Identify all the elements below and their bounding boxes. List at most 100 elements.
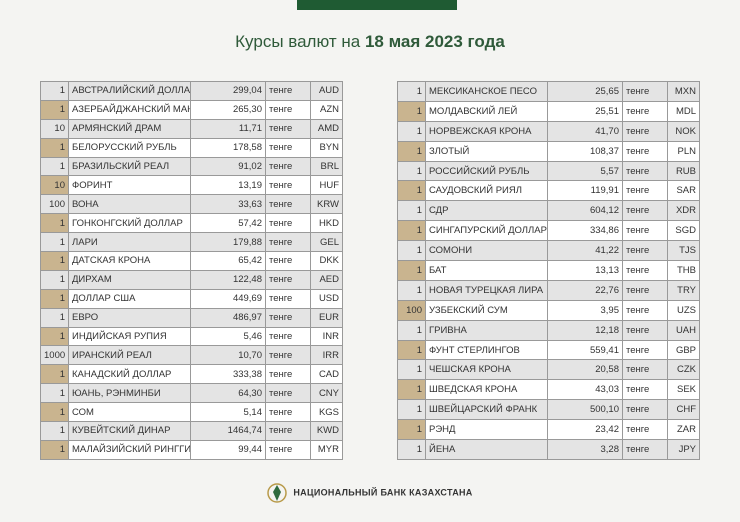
currency-name: МЕКСИКАНСКОЕ ПЕСО <box>425 81 548 102</box>
unit: тенге <box>265 81 311 101</box>
code: AZN <box>310 99 343 120</box>
rate-row: 1 ЮАНЬ, РЭНМИНБИ 64,30 тенге CNY <box>40 383 343 404</box>
code: SGD <box>667 220 700 242</box>
currency-name: БРАЗИЛЬСКИЙ РЕАЛ <box>68 156 191 177</box>
rate-row: 1 БРАЗИЛЬСКИЙ РЕАЛ 91,02 тенге BRL <box>40 156 343 177</box>
rate-row: 1 ЙЕНА 3,28 тенге JPY <box>397 439 700 460</box>
currency-name: ШВЕДСКАЯ КРОНА <box>425 379 548 401</box>
currency-name: ШВЕЙЦАРСКИЙ ФРАНК <box>425 399 548 421</box>
rate-row: 1 ДОЛЛАР США 449,69 тенге USD <box>40 288 343 309</box>
rate: 108,37 <box>547 140 623 162</box>
code: BYN <box>310 137 343 158</box>
quantity: 1 <box>397 319 426 341</box>
quantity: 1 <box>397 160 426 182</box>
currency-name: ЙЕНА <box>425 439 548 460</box>
rate: 11,71 <box>190 118 266 139</box>
unit: тенге <box>622 180 668 202</box>
rate-row: 1 МОЛДАВСКИЙ ЛЕЙ 25,51 тенге MDL <box>397 100 700 122</box>
rate-row: 1 ЗЛОТЫЙ 108,37 тенге PLN <box>397 140 700 162</box>
unit: тенге <box>265 213 311 234</box>
rate-row: 1 ЧЕШСКАЯ КРОНА 20,58 тенге CZK <box>397 359 700 381</box>
rate: 13,19 <box>190 175 266 196</box>
rate: 23,42 <box>547 419 623 441</box>
unit: тенге <box>622 81 668 102</box>
quantity: 1 <box>40 213 69 234</box>
rate: 179,88 <box>190 232 266 253</box>
code: EUR <box>310 307 343 328</box>
currency-name: КАНАДСКИЙ ДОЛЛАР <box>68 364 191 385</box>
rate-row: 1 ФУНТ СТЕРЛИНГОВ 559,41 тенге GBP <box>397 339 700 361</box>
rate: 486,97 <box>190 307 266 328</box>
unit: тенге <box>622 160 668 182</box>
rate: 119,91 <box>547 180 623 202</box>
rate-row: 1 ШВЕЙЦАРСКИЙ ФРАНК 500,10 тенге CHF <box>397 399 700 421</box>
currency-name: АЗЕРБАЙДЖАНСКИЙ МАНАТ <box>68 99 191 120</box>
unit: тенге <box>622 240 668 262</box>
code: DKK <box>310 251 343 271</box>
currency-name: МОЛДАВСКИЙ ЛЕЙ <box>425 100 548 122</box>
quantity: 1 <box>40 232 69 253</box>
code: HKD <box>310 213 343 234</box>
currency-name: ГОНКОНГСКИЙ ДОЛЛАР <box>68 213 191 234</box>
code: INR <box>310 326 343 347</box>
rate-row: 1 НОРВЕЖСКАЯ КРОНА 41,70 тенге NOK <box>397 120 700 142</box>
rate: 65,42 <box>190 251 266 271</box>
currency-name: ГРИВНА <box>425 319 548 341</box>
rate-row: 1 ЛАРИ 179,88 тенге GEL <box>40 232 343 253</box>
code: THB <box>667 260 700 281</box>
rate-row: 1 АВСТРАЛИЙСКИЙ ДОЛЛАР 299,04 тенге AUD <box>40 81 343 101</box>
rate: 57,42 <box>190 213 266 234</box>
unit: тенге <box>622 399 668 421</box>
rate: 5,57 <box>547 160 623 182</box>
currency-name: ФУНТ СТЕРЛИНГОВ <box>425 339 548 361</box>
quantity: 1000 <box>40 345 69 366</box>
code: RUB <box>667 160 700 182</box>
rate-row: 1 ШВЕДСКАЯ КРОНА 43,03 тенге SEK <box>397 379 700 401</box>
rate-row: 100 УЗБЕКСКИЙ СУМ 3,95 тенге UZS <box>397 299 700 321</box>
unit: тенге <box>265 118 311 139</box>
code: SAR <box>667 180 700 202</box>
rate-row: 100 ВОНА 33,63 тенге KRW <box>40 194 343 215</box>
quantity: 1 <box>40 99 69 120</box>
rate-row: 1 РЭНД 23,42 тенге ZAR <box>397 419 700 441</box>
code: XDR <box>667 200 700 222</box>
currency-name: АРМЯНСКИЙ ДРАМ <box>68 118 191 139</box>
code: KWD <box>310 421 343 441</box>
unit: тенге <box>265 439 311 460</box>
rate-row: 1 ЕВРО 486,97 тенге EUR <box>40 307 343 328</box>
rates-table: 1 АВСТРАЛИЙСКИЙ ДОЛЛАР 299,04 тенге AUD 1 АЗЕР… <box>40 81 343 460</box>
rate: 3,28 <box>547 439 623 460</box>
code: USD <box>310 288 343 309</box>
unit: тенге <box>265 269 311 290</box>
unit: тенге <box>622 279 668 301</box>
unit: тенге <box>265 326 311 347</box>
currency-name: ЛАРИ <box>68 232 191 253</box>
rate: 122,48 <box>190 269 266 290</box>
currency-name: ЧЕШСКАЯ КРОНА <box>425 359 548 381</box>
code: IRR <box>310 345 343 366</box>
quantity: 100 <box>397 299 426 321</box>
unit: тенге <box>622 260 668 281</box>
rate: 91,02 <box>190 156 266 177</box>
currency-name: ДОЛЛАР США <box>68 288 191 309</box>
unit: тенге <box>622 319 668 341</box>
currency-name: САУДОВСКИЙ РИЯЛ <box>425 180 548 202</box>
code: KRW <box>310 194 343 215</box>
rate: 64,30 <box>190 383 266 404</box>
currency-name: ДАТСКАЯ КРОНА <box>68 251 191 271</box>
rate-row: 1 САУДОВСКИЙ РИЯЛ 119,91 тенге SAR <box>397 180 700 202</box>
quantity: 1 <box>40 421 69 441</box>
unit: тенге <box>265 402 311 423</box>
bank-logo <box>267 483 288 503</box>
currency-name: ВОНА <box>68 194 191 215</box>
rate: 25,51 <box>547 100 623 122</box>
code: AMD <box>310 118 343 139</box>
rate: 333,38 <box>190 364 266 385</box>
rate-row: 10 АРМЯНСКИЙ ДРАМ 11,71 тенге AMD <box>40 118 343 139</box>
quantity: 1 <box>40 269 69 290</box>
quantity: 1 <box>40 439 69 460</box>
unit: тенге <box>622 220 668 242</box>
quantity: 1 <box>397 399 426 421</box>
unit: тенге <box>622 419 668 441</box>
quantity: 1 <box>397 120 426 142</box>
